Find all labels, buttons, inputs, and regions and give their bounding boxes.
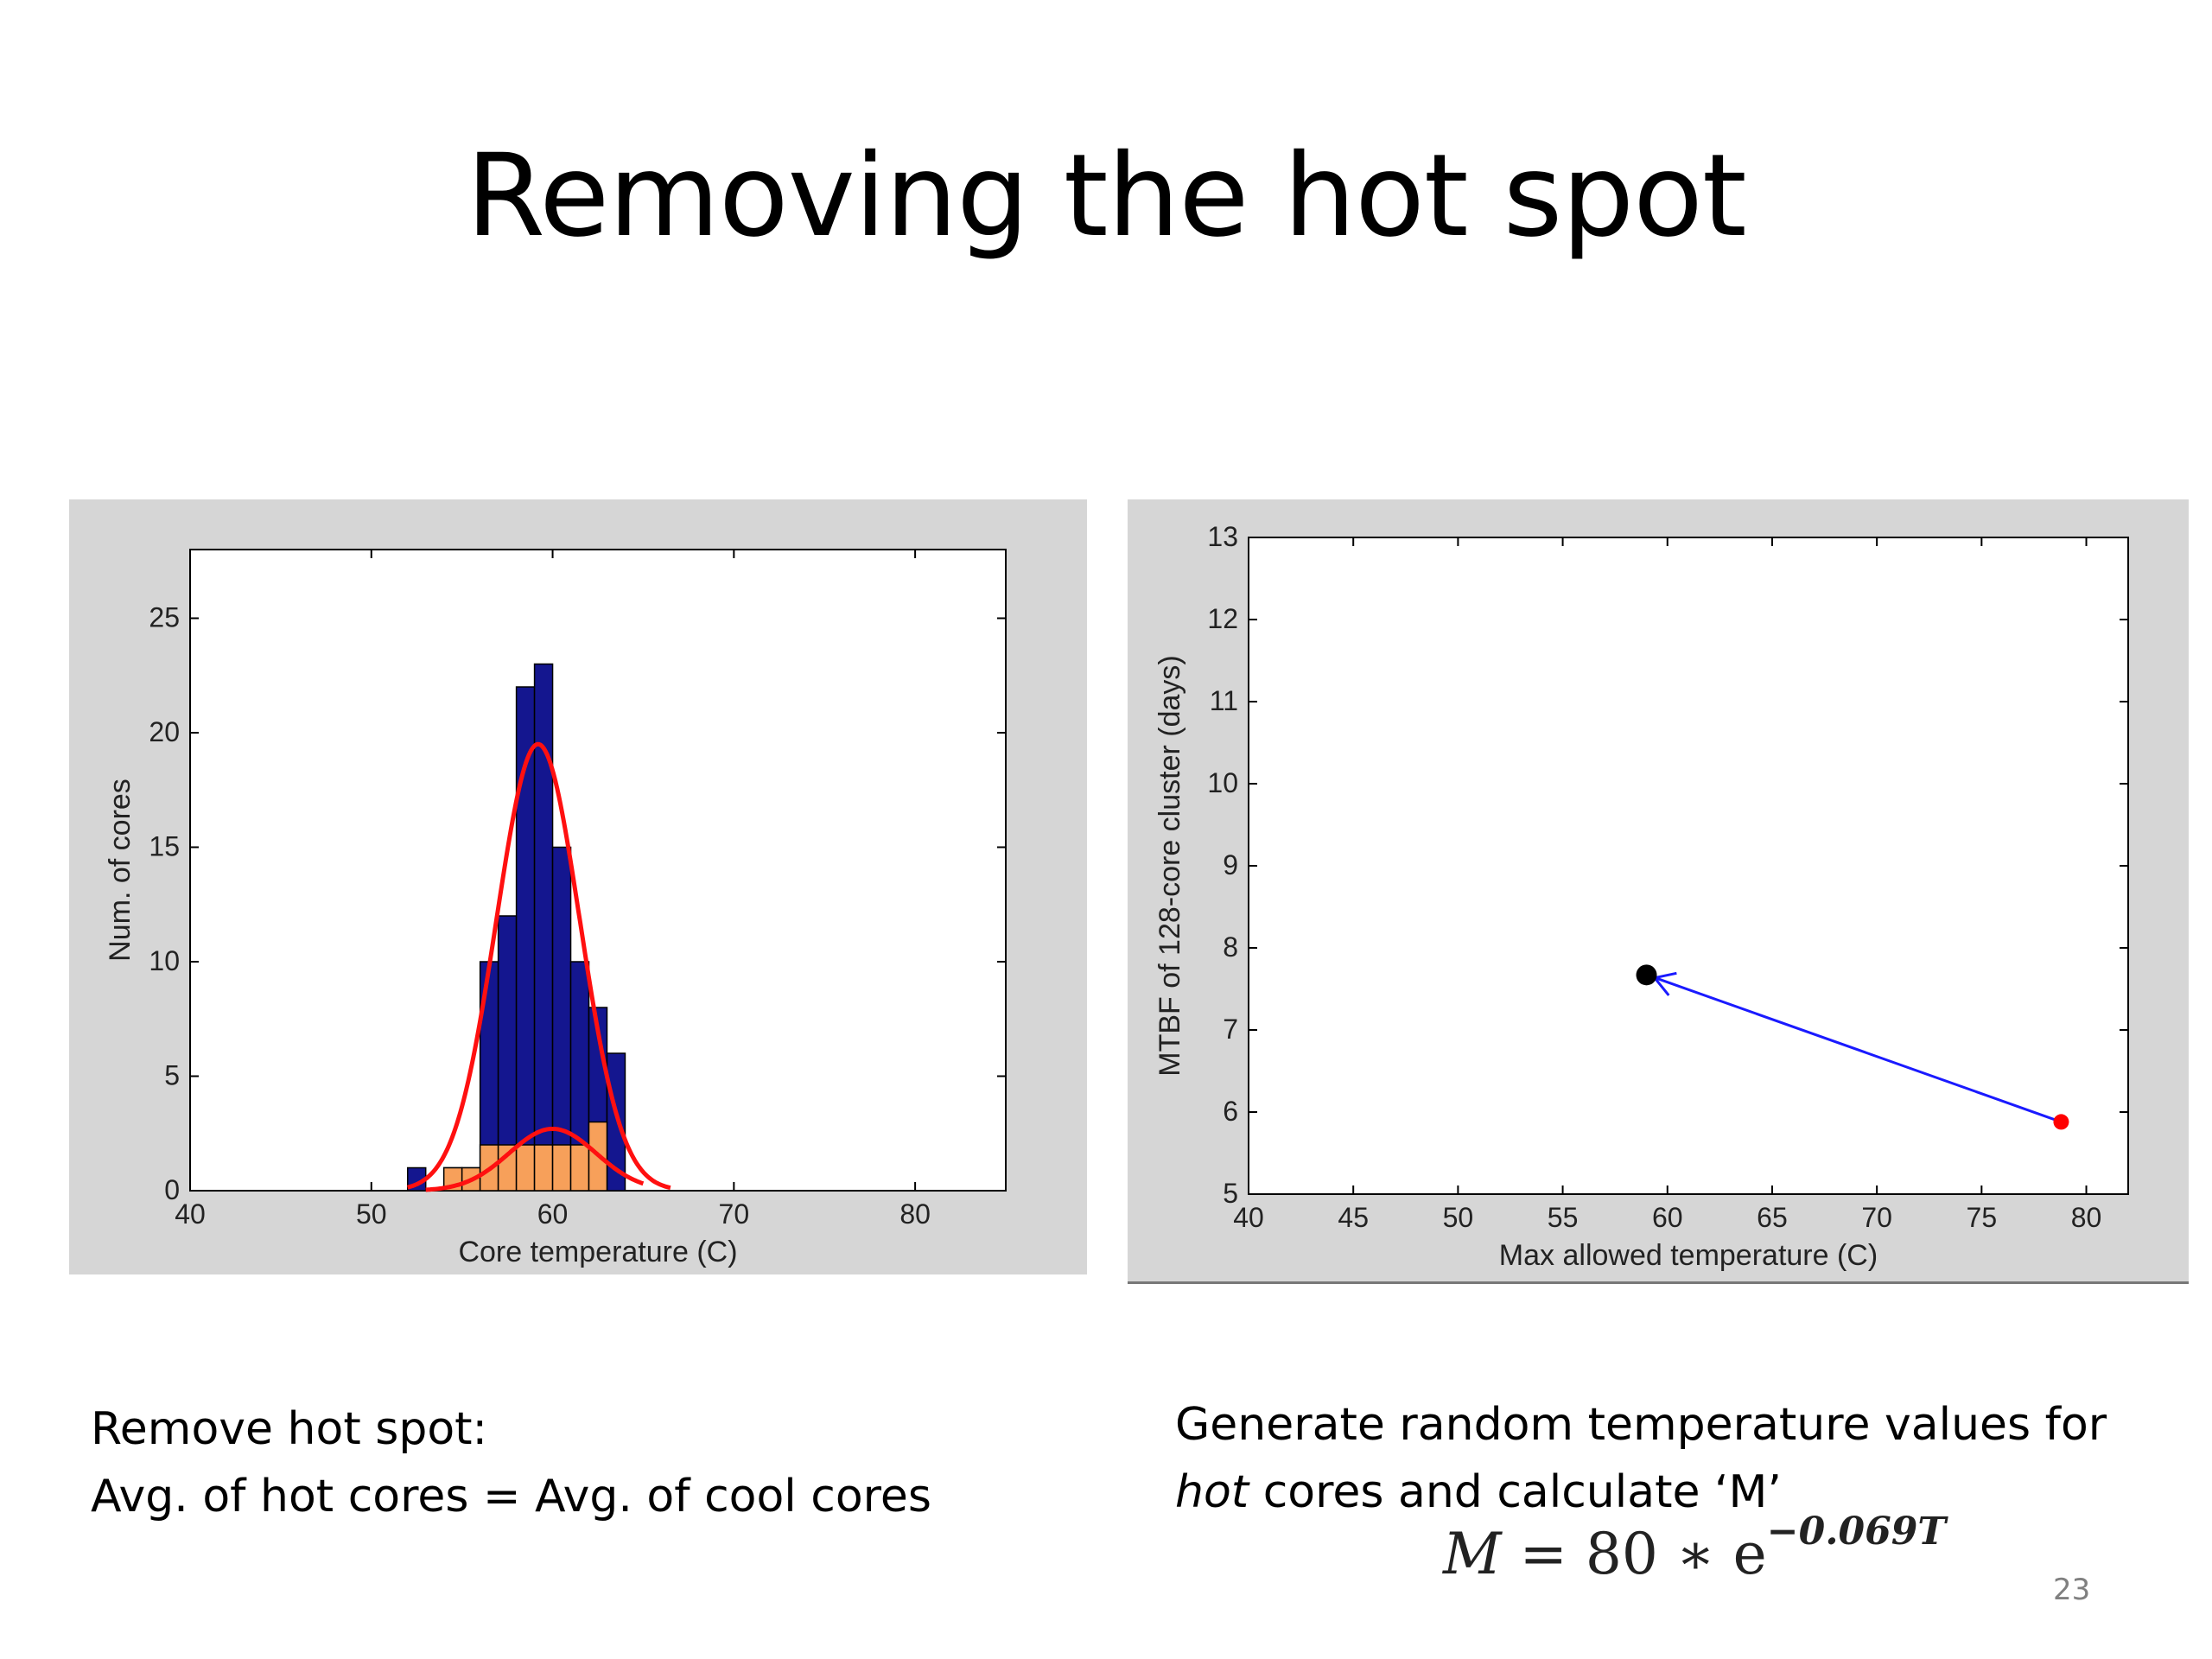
caption-left: Remove hot spot: Avg. of hot cores = Avg… bbox=[91, 1395, 931, 1530]
y-axis-label: Num. of cores bbox=[104, 779, 137, 962]
y-tick-label: 12 bbox=[1207, 603, 1238, 634]
y-tick-label: 20 bbox=[149, 716, 180, 747]
hot-core-bar bbox=[551, 1144, 572, 1192]
x-tick-label: 60 bbox=[1652, 1202, 1683, 1233]
histogram-bar bbox=[551, 846, 572, 1192]
slide-title: Removing the hot spot bbox=[466, 130, 1746, 263]
hot-core-bar bbox=[533, 1144, 554, 1192]
x-axis-label: Core temperature (C) bbox=[458, 1236, 737, 1268]
gaussian-fit-curve bbox=[425, 1127, 645, 1192]
y-tick-label: 13 bbox=[1207, 521, 1238, 552]
x-axis-label: Max allowed temperature (C) bbox=[1499, 1239, 1878, 1272]
y-tick-label: 7 bbox=[1223, 1014, 1238, 1045]
y-tick-label: 9 bbox=[1223, 849, 1238, 880]
histogram-panel: 40 50 60 70 80 0 5 10 15 20 25 Core temperature (C)… bbox=[69, 499, 1087, 1274]
x-tick-label: 55 bbox=[1548, 1202, 1579, 1233]
mtbf-panel: 40 45 50 55 60 65 70 75 80 5 6 7 8 9 10 11 12 13 Max allow… bbox=[1128, 499, 2189, 1284]
x-tick-label: 70 bbox=[719, 1198, 750, 1230]
y-tick-label: 6 bbox=[1223, 1096, 1238, 1127]
hot-core-bar bbox=[515, 1144, 536, 1192]
formula-eq: = 80 ∗ e bbox=[1501, 1521, 1767, 1587]
histogram-chart: 40 50 60 70 80 0 5 10 15 20 25 Core temperature (C)… bbox=[104, 549, 1007, 1268]
mtbf-chart: 40 45 50 55 60 65 70 75 80 5 6 7 8 9 10 11 12 13 Max allow… bbox=[1154, 521, 2129, 1272]
formula-exponent: −0.069T bbox=[1766, 1510, 1947, 1554]
y-tick-label: 11 bbox=[1210, 685, 1238, 716]
caption-left-line1: Remove hot spot: bbox=[91, 1403, 488, 1455]
caption-left-line2: Avg. of hot cores = Avg. of cool cores bbox=[91, 1471, 931, 1522]
x-tick-label: 80 bbox=[2071, 1202, 2102, 1233]
y-axis-label: MTBF of 128-core cluster (days) bbox=[1154, 655, 1186, 1076]
x-tick-label: 70 bbox=[1861, 1202, 1892, 1233]
x-tick-label: 40 bbox=[1233, 1202, 1264, 1233]
page-number: 23 bbox=[2053, 1573, 2091, 1607]
y-tick-label: 15 bbox=[149, 831, 180, 862]
caption-right-line1: Generate random temperature values for bbox=[1175, 1399, 2107, 1451]
y-tick-label: 25 bbox=[149, 602, 180, 633]
x-tick-label: 40 bbox=[175, 1198, 206, 1230]
y-tick-label: 5 bbox=[164, 1060, 180, 1091]
x-tick-label: 50 bbox=[1443, 1202, 1474, 1233]
x-tick-label: 45 bbox=[1338, 1202, 1369, 1233]
x-tick-label: 75 bbox=[1967, 1202, 1998, 1233]
caption-right-line2: hot cores and calculate ‘M’ bbox=[1175, 1459, 2107, 1526]
arrow-line bbox=[1656, 976, 2062, 1123]
y-tick-label: 10 bbox=[149, 945, 180, 976]
y-tick-label: 0 bbox=[164, 1174, 180, 1205]
x-tick-label: 80 bbox=[899, 1198, 931, 1230]
mtbf-formula: M = 80 ∗ e−0.069T bbox=[1443, 1510, 1946, 1587]
hot-core-bar bbox=[569, 1144, 590, 1192]
y-tick-label: 5 bbox=[1223, 1178, 1238, 1209]
y-tick-label: 10 bbox=[1207, 767, 1238, 798]
plot-area bbox=[1248, 537, 2129, 1195]
x-tick-label: 60 bbox=[537, 1198, 569, 1230]
caption-right: Generate random temperature values for h… bbox=[1175, 1391, 2107, 1526]
formula-lhs: M bbox=[1443, 1521, 1502, 1587]
cool-point bbox=[1636, 964, 1657, 986]
x-tick-label: 65 bbox=[1757, 1202, 1788, 1233]
caption-right-italic: hot bbox=[1175, 1466, 1249, 1518]
x-tick-label: 50 bbox=[356, 1198, 387, 1230]
y-tick-label: 8 bbox=[1223, 931, 1238, 963]
gaussian-fit-curve bbox=[406, 741, 671, 1191]
hot-point bbox=[2053, 1114, 2069, 1130]
caption-right-rest: cores and calculate ‘M’ bbox=[1249, 1466, 1782, 1518]
